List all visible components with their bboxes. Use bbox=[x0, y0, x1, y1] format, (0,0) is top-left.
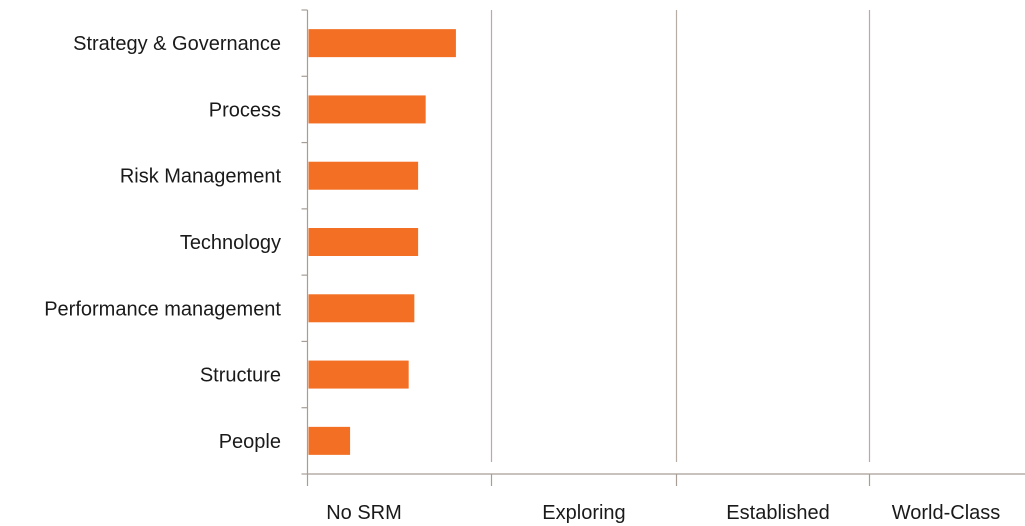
bar-performance-management bbox=[308, 294, 415, 323]
bar-technology bbox=[308, 228, 419, 256]
x-tick-label: Exploring bbox=[542, 502, 625, 524]
x-tick-label-layer: No SRM Exploring Established World-Class bbox=[326, 502, 1000, 524]
x-tick-label: No SRM bbox=[326, 502, 402, 524]
category-label: Strategy & Governance bbox=[73, 33, 281, 55]
category-label: Technology bbox=[180, 232, 281, 254]
grid-layer bbox=[490, 10, 871, 462]
category-label: People bbox=[219, 431, 281, 453]
bar-layer bbox=[308, 29, 456, 455]
bar-structure bbox=[308, 360, 409, 389]
x-tick-label: Established bbox=[726, 502, 829, 524]
category-label: Structure bbox=[200, 365, 281, 387]
bar-process bbox=[308, 95, 426, 124]
category-label-layer: Strategy & Governance Process Risk Managem… bbox=[44, 33, 281, 453]
category-label: Risk Management bbox=[120, 166, 282, 188]
bar-strategy-governance bbox=[308, 29, 456, 58]
bar-risk-management bbox=[308, 161, 419, 190]
category-label: Process bbox=[209, 99, 281, 121]
bar-people bbox=[308, 426, 351, 455]
axis-layer bbox=[301, 9, 1025, 486]
x-tick-label: World-Class bbox=[892, 502, 1001, 524]
category-label: Performance management bbox=[44, 298, 281, 320]
